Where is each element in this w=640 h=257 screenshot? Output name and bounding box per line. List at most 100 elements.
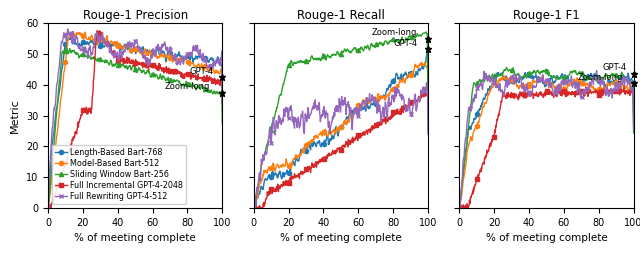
Sliding Window Bart-256 (393, 39, 401, 42)
Sliding Window Bart-256 (188, 85, 195, 88)
Model-Based Bart-512 (353, 108, 361, 111)
Text: GPT-4: GPT-4 (189, 67, 214, 76)
Model-Based Bart-512 (539, 78, 547, 81)
Length-Based Bart-768 (44, 204, 52, 207)
Sliding Window Bart-256 (250, 205, 257, 208)
Model-Based Bart-512 (250, 206, 257, 209)
Model-Based Bart-512 (420, 63, 428, 66)
Length-Based Bart-768 (127, 50, 135, 53)
Sliding Window Bart-256 (129, 66, 136, 69)
Full Rewriting GPT-4-512 (218, 102, 226, 105)
Sliding Window Bart-256 (630, 131, 637, 134)
Full Incremental GPT-4-2048 (96, 29, 104, 32)
Full Incremental GPT-4-2048 (333, 147, 341, 150)
Sliding Window Bart-256 (598, 77, 606, 80)
Sliding Window Bart-256 (127, 68, 135, 71)
Model-Based Bart-512 (598, 88, 606, 91)
Length-Based Bart-768 (550, 81, 558, 84)
Length-Based Bart-768 (333, 132, 341, 135)
Full Incremental GPT-4-2048 (582, 85, 589, 88)
Length-Based Bart-768 (424, 95, 432, 98)
Model-Based Bart-512 (630, 120, 637, 123)
Full Incremental GPT-4-2048 (630, 90, 637, 93)
Length-Based Bart-768 (456, 207, 463, 210)
Full Rewriting GPT-4-512 (214, 59, 222, 62)
Model-Based Bart-512 (626, 84, 634, 87)
Text: Zoom-long: Zoom-long (372, 28, 417, 37)
Sliding Window Bart-256 (559, 76, 567, 79)
Length-Based Bart-768 (393, 72, 401, 75)
Line: Full Rewriting GPT-4-512: Full Rewriting GPT-4-512 (457, 69, 636, 208)
Full Rewriting GPT-4-512 (354, 109, 362, 112)
Title: Rouge-1 F1: Rouge-1 F1 (513, 9, 580, 22)
Model-Based Bart-512 (393, 83, 401, 86)
Sliding Window Bart-256 (218, 122, 226, 125)
Sliding Window Bart-256 (502, 66, 510, 69)
Length-Based Bart-768 (353, 107, 361, 110)
Full Incremental GPT-4-2048 (148, 63, 156, 66)
Length-Based Bart-768 (214, 57, 222, 60)
Length-Based Bart-768 (344, 116, 352, 119)
Sliding Window Bart-256 (334, 50, 342, 53)
Length-Based Bart-768 (539, 79, 547, 82)
Full Rewriting GPT-4-512 (540, 74, 547, 77)
Full Incremental GPT-4-2048 (456, 206, 463, 209)
Sliding Window Bart-256 (354, 49, 362, 52)
Text: Zoom-long: Zoom-long (164, 82, 210, 91)
Full Incremental GPT-4-2048 (127, 58, 135, 61)
Length-Based Bart-768 (598, 81, 606, 84)
Full Incremental GPT-4-2048 (424, 91, 432, 94)
Full Incremental GPT-4-2048 (627, 91, 634, 94)
Full Rewriting GPT-4-512 (334, 105, 342, 108)
Full Incremental GPT-4-2048 (559, 91, 567, 95)
Full Rewriting GPT-4-512 (250, 202, 257, 205)
Model-Based Bart-512 (344, 120, 352, 123)
Full Rewriting GPT-4-512 (252, 206, 259, 209)
Full Rewriting GPT-4-512 (393, 87, 401, 90)
Model-Based Bart-512 (148, 52, 156, 56)
Full Rewriting GPT-4-512 (593, 69, 600, 72)
Line: Model-Based Bart-512: Model-Based Bart-512 (252, 60, 430, 210)
Sliding Window Bart-256 (44, 204, 52, 207)
Model-Based Bart-512 (127, 48, 135, 51)
Full Rewriting GPT-4-512 (550, 93, 557, 96)
Model-Based Bart-512 (500, 74, 508, 77)
Sliding Window Bart-256 (214, 91, 222, 94)
Model-Based Bart-512 (129, 51, 136, 54)
Sliding Window Bart-256 (539, 69, 547, 72)
Full Incremental GPT-4-2048 (344, 145, 352, 148)
Full Rewriting GPT-4-512 (44, 204, 52, 207)
Full Rewriting GPT-4-512 (139, 53, 147, 57)
Line: Length-Based Bart-768: Length-Based Bart-768 (46, 34, 225, 208)
Model-Based Bart-512 (424, 101, 432, 104)
Model-Based Bart-512 (45, 207, 52, 210)
Line: Model-Based Bart-512: Model-Based Bart-512 (457, 73, 636, 209)
Full Rewriting GPT-4-512 (129, 41, 136, 44)
X-axis label: % of meeting complete: % of meeting complete (280, 233, 402, 243)
Full Incremental GPT-4-2048 (188, 76, 195, 79)
Full Incremental GPT-4-2048 (215, 82, 223, 85)
Title: Rouge-1 Precision: Rouge-1 Precision (83, 9, 188, 22)
Length-Based Bart-768 (420, 66, 428, 69)
Title: Rouge-1 Recall: Rouge-1 Recall (297, 9, 385, 22)
Full Incremental GPT-4-2048 (353, 137, 361, 141)
Sliding Window Bart-256 (139, 70, 147, 73)
Length-Based Bart-768 (630, 112, 637, 115)
Line: Model-Based Bart-512: Model-Based Bart-512 (46, 30, 225, 210)
Model-Based Bart-512 (215, 71, 223, 75)
Sliding Window Bart-256 (250, 205, 258, 208)
Length-Based Bart-768 (139, 47, 147, 50)
Full Incremental GPT-4-2048 (139, 63, 147, 67)
Line: Full Rewriting GPT-4-512: Full Rewriting GPT-4-512 (252, 81, 430, 210)
Full Incremental GPT-4-2048 (250, 207, 257, 210)
Model-Based Bart-512 (418, 61, 426, 64)
Length-Based Bart-768 (148, 49, 156, 52)
Full Rewriting GPT-4-512 (422, 81, 430, 84)
Model-Based Bart-512 (333, 130, 341, 133)
Sliding Window Bart-256 (540, 69, 547, 72)
Full Incremental GPT-4-2048 (44, 205, 52, 208)
Full Incremental GPT-4-2048 (218, 85, 226, 88)
Y-axis label: Metric: Metric (10, 98, 20, 133)
Model-Based Bart-512 (333, 130, 340, 133)
Model-Based Bart-512 (456, 205, 463, 208)
